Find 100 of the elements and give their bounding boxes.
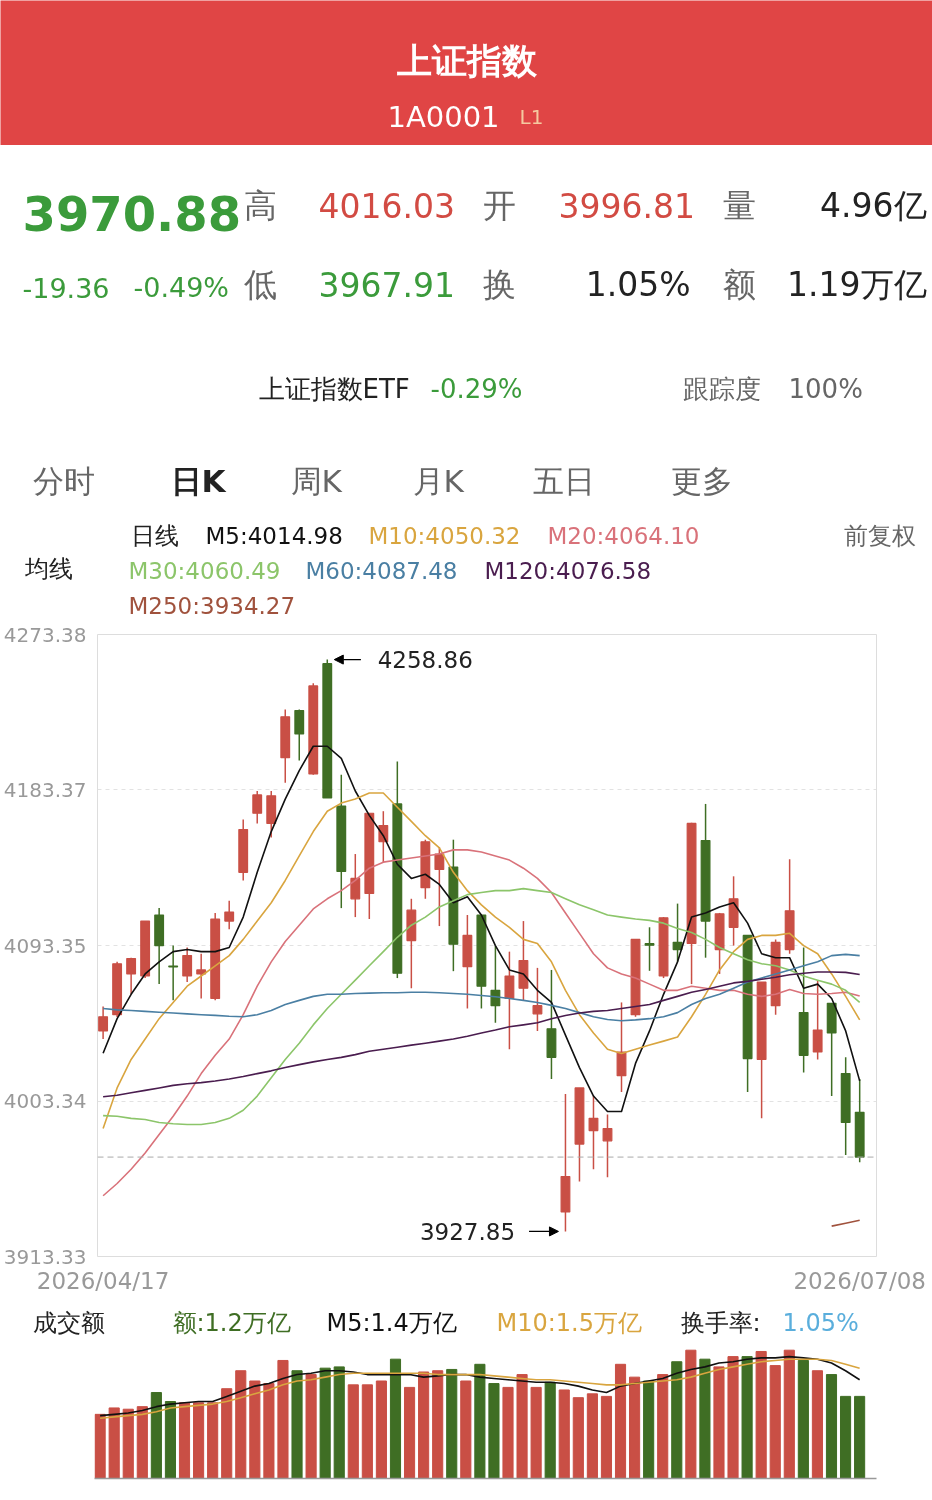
text: 成交额: [32, 1308, 105, 1337]
line-series: [102, 971, 861, 1098]
bar: [94, 1413, 106, 1479]
candlestick: [224, 900, 235, 930]
text: 高: [243, 186, 277, 225]
bar: [614, 1363, 627, 1479]
text: 量: [722, 186, 756, 225]
text: 前复权: [843, 521, 916, 550]
candlestick: [644, 926, 655, 972]
bar: [474, 1363, 486, 1479]
bar: [586, 1393, 598, 1479]
text: 上证指数ETF: [258, 373, 410, 404]
bar: [783, 1349, 795, 1479]
text: 低: [243, 265, 277, 304]
text: 跟踪度: [682, 373, 761, 404]
text: -19.36: [22, 272, 110, 304]
text: 更多: [670, 462, 733, 499]
bar: [488, 1383, 500, 1479]
text: 额: [722, 265, 756, 304]
candlestick: [252, 790, 263, 825]
candlestick: [350, 853, 361, 918]
bar: [347, 1384, 359, 1479]
bar: [361, 1384, 373, 1479]
text: 分时: [32, 462, 95, 499]
y-tick-label: 3913.33: [3, 1244, 87, 1269]
bar: [572, 1397, 584, 1479]
candlestick: [504, 950, 515, 1050]
text: 1A0001: [387, 99, 500, 134]
x-tick-label: 2026/04/17: [36, 1267, 170, 1294]
bar: [839, 1395, 852, 1479]
bar: [108, 1407, 120, 1479]
bar: [249, 1380, 261, 1479]
text: 3970.88: [22, 186, 242, 242]
text: 月K: [412, 462, 465, 499]
bar: [207, 1402, 219, 1479]
bar: [403, 1386, 416, 1479]
bar: [375, 1380, 387, 1479]
series-label: M10:1.5万亿: [496, 1308, 642, 1337]
text: 换手率:: [680, 1308, 761, 1337]
text: 周K: [290, 462, 343, 499]
bar: [854, 1395, 866, 1479]
text: 3967.91: [318, 266, 455, 305]
bar: [685, 1349, 697, 1479]
line-series: [102, 849, 861, 1197]
candlestick: [532, 967, 543, 1032]
series-label: M5:1.4万亿: [326, 1308, 457, 1337]
bar: [727, 1356, 739, 1479]
bar: [432, 1370, 444, 1479]
line-series: [102, 887, 861, 1126]
text: 日线: [130, 521, 179, 550]
bar: [150, 1392, 162, 1479]
y-tick-label: 4273.38: [3, 622, 87, 647]
candlestick: [126, 956, 137, 996]
bar: [544, 1381, 556, 1479]
text: -0.29%: [430, 373, 523, 404]
line-series: [102, 792, 861, 1130]
candlestick: [168, 944, 179, 1002]
text: M20:4064.10: [547, 522, 700, 549]
bar: [671, 1361, 683, 1479]
series-label: 额:1.2万亿: [172, 1308, 291, 1337]
candlestick: [182, 946, 193, 983]
text: 上证指数: [395, 40, 538, 81]
candlestick: [294, 708, 305, 762]
bar: [516, 1374, 528, 1479]
bar: [811, 1370, 823, 1479]
bar: [333, 1366, 345, 1479]
text: M30:4060.49: [128, 557, 281, 584]
bar: [291, 1370, 303, 1479]
bar: [797, 1359, 809, 1479]
bar: [600, 1395, 613, 1479]
bar: [221, 1388, 233, 1479]
bar: [629, 1376, 641, 1479]
text: L1: [519, 104, 544, 129]
text: 开: [482, 186, 516, 225]
bar: [825, 1374, 838, 1479]
bar: [558, 1389, 570, 1479]
bar: [235, 1370, 247, 1479]
text: 换: [482, 265, 516, 304]
text: M120:4076.58: [484, 557, 652, 584]
bar: [741, 1356, 753, 1479]
line-series: [102, 745, 861, 1113]
text: 4016.03: [318, 187, 455, 226]
text: 五日: [532, 462, 595, 499]
candlestick: [588, 1095, 599, 1171]
bar: [164, 1401, 177, 1479]
text: 4.96亿: [820, 186, 927, 225]
bar: [178, 1402, 191, 1479]
bar: [136, 1406, 148, 1479]
candlestick: [98, 1005, 109, 1040]
bar: [502, 1386, 514, 1479]
bar: [389, 1358, 402, 1479]
candlestick: [602, 1113, 613, 1179]
text: M5:4014.98: [205, 522, 343, 549]
text: M250:3934.27: [128, 592, 296, 619]
y-tick-label: 4003.34: [3, 1089, 87, 1113]
bar: [713, 1366, 725, 1479]
text: -0.49%: [133, 272, 230, 303]
y-tick-label: 4183.37: [3, 778, 87, 802]
text: 1.05%: [585, 265, 691, 304]
candlestick: [812, 979, 823, 1061]
